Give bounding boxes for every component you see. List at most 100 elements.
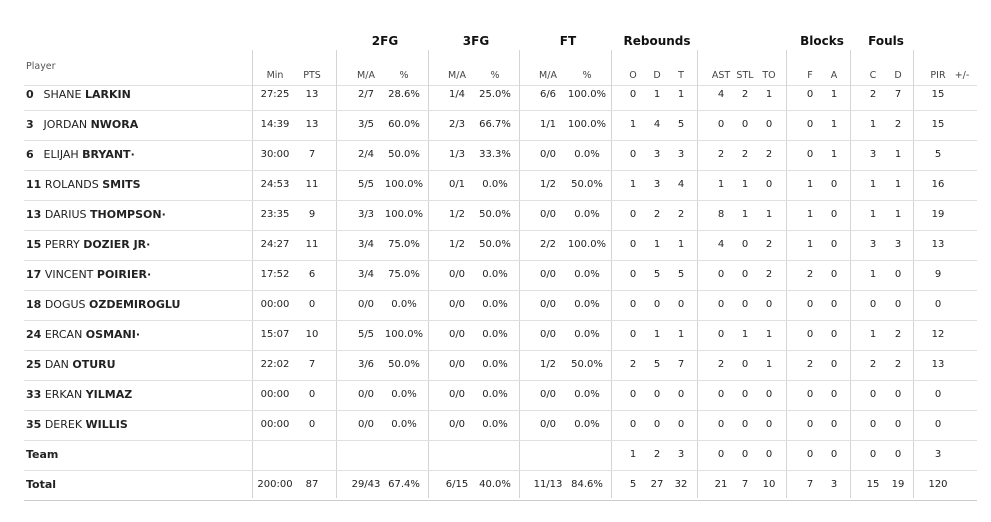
header-pts[interactable]: PTS [303,70,321,81]
stat-ft-pct [561,440,613,470]
stat-ft-ma: 1/2 [539,359,557,370]
stat-ba: 0 [830,209,838,220]
header-blk-a[interactable]: A [830,70,838,81]
stat-t: 3 [677,149,685,160]
header-foul-d[interactable]: D [894,70,902,81]
header-reb-o[interactable]: O [629,70,637,81]
header-stl[interactable]: STL [736,70,754,81]
stat-pir: 5 [934,149,942,160]
stat-min: 30:00 [260,149,290,160]
stat-fd: 0 [894,389,902,400]
header-reb-t[interactable]: T [678,70,684,81]
stat-ba: 3 [830,479,838,490]
stat-ast: 0 [717,299,725,310]
player-name[interactable]: 18 DOGUS OZDEMIROGLU [26,290,180,320]
player-name[interactable]: 13 DARIUS THOMPSON· [26,200,166,230]
stat-bf: 0 [806,119,814,130]
stat-fd: 7 [894,89,902,100]
stat-stl: 0 [741,419,749,430]
stat-ba: 1 [830,119,838,130]
stat-fg3-pct: 66.7% [479,119,511,130]
stat-pm [936,140,988,170]
stat-pir: 120 [928,479,948,490]
player-name[interactable]: 17 VINCENT POIRIER· [26,260,151,290]
stat-pts: 11 [305,179,319,190]
stat-to: 2 [765,269,773,280]
stat-fg2-pct: 0.0% [391,389,417,400]
stat-to: 0 [765,419,773,430]
player-name[interactable]: 33 ERKAN YILMAZ [26,380,132,410]
header-blk-f[interactable]: F [807,70,813,81]
stat-fg2-ma: 29/43 [351,479,381,490]
stat-bf: 0 [806,389,814,400]
player-name[interactable]: 0 SHANE LARKIN [26,80,131,110]
header-ft-pct[interactable]: % [582,70,592,81]
header-ast[interactable]: AST [711,70,731,81]
player-name[interactable]: 6 ELIJAH BRYANT· [26,140,135,170]
header-to[interactable]: TO [762,70,776,81]
stat-fg3-ma: 1/3 [448,149,466,160]
stat-bf: 1 [806,179,814,190]
column-divider [252,50,253,498]
stat-pm [936,380,988,410]
header-3fg-ma[interactable]: M/A [448,70,466,81]
header-3fg-pct[interactable]: % [490,70,500,81]
stat-fg3-pct: 0.0% [482,329,508,340]
player-name[interactable]: 15 PERRY DOZIER JR· [26,230,150,260]
stat-fg3-ma: 0/0 [448,299,466,310]
player-name[interactable]: 35 DEREK WILLIS [26,410,128,440]
stat-fc: 0 [869,299,877,310]
stat-fg3-pct: 40.0% [479,479,511,490]
stat-o: 0 [629,149,637,160]
player-first-name: VINCENT [44,268,94,281]
player-name[interactable]: 11 ROLANDS SMITS [26,170,141,200]
player-last-name: YILMAZ [85,388,133,401]
stat-fd: 2 [894,119,902,130]
header-min[interactable]: Min [266,70,284,81]
stat-fg3-ma: 0/0 [448,359,466,370]
stat-d: 0 [653,299,661,310]
header-pir[interactable]: PIR [930,70,946,81]
stat-o: 0 [629,89,637,100]
stat-stl: 2 [741,89,749,100]
stat-ft-pct: 0.0% [574,389,600,400]
stat-pir: 0 [934,389,942,400]
stat-ft-ma: 0/0 [539,299,557,310]
stat-bf: 1 [806,239,814,250]
header-plus-minus[interactable]: +/- [954,70,970,81]
starter-marker: · [146,238,151,251]
stat-min: 27:25 [260,89,290,100]
header-2fg-pct[interactable]: % [399,70,409,81]
player-number: 24 [26,328,42,341]
player-name[interactable]: 3 JORDAN NWORA [26,110,138,140]
stat-pm [936,410,988,440]
stat-min: 24:27 [260,239,290,250]
table-row: 25 DAN OTURU 22:02 7 3/6 50.0% 0/0 0.0% 1/2 50.0… [24,350,977,381]
header-foul-c[interactable]: C [869,70,877,81]
header-player[interactable]: Player [26,61,56,72]
stat-pir: 13 [931,359,945,370]
player-name[interactable]: 25 DAN OTURU [26,350,116,380]
player-number: 35 [26,418,42,431]
player-last-name: DOZIER JR [83,238,147,251]
stat-bf: 0 [806,89,814,100]
stat-fg2-pct: 67.4% [388,479,420,490]
stat-fc: 0 [869,389,877,400]
stat-o: 0 [629,299,637,310]
stat-fc: 1 [869,119,877,130]
player-first-name: JORDAN [43,118,88,131]
stat-stl: 2 [741,149,749,160]
stat-ba: 0 [830,179,838,190]
player-name[interactable]: 24 ERCAN OSMANI· [26,320,140,350]
stat-fg2-pct [378,440,430,470]
stat-pir: 0 [934,419,942,430]
header-ft-ma[interactable]: M/A [539,70,557,81]
header-2fg-ma[interactable]: M/A [357,70,375,81]
stat-pir: 19 [931,209,945,220]
stat-fd: 2 [894,359,902,370]
stat-fd: 1 [894,209,902,220]
header-reb-d[interactable]: D [653,70,661,81]
total-label: Total [26,478,57,491]
stat-fc: 15 [866,479,880,490]
